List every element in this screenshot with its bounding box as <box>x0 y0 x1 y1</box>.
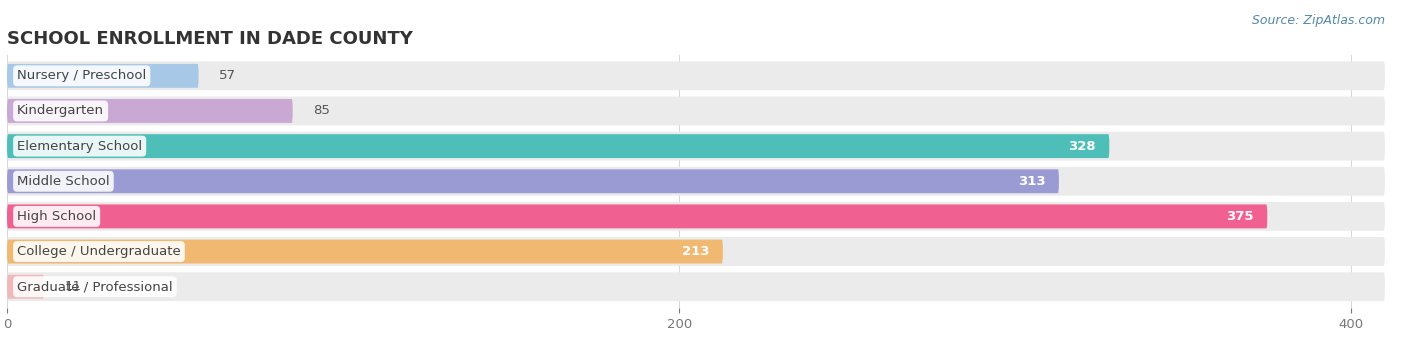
Text: 313: 313 <box>1018 175 1046 188</box>
FancyBboxPatch shape <box>7 237 1385 266</box>
Text: 375: 375 <box>1226 210 1254 223</box>
Text: Source: ZipAtlas.com: Source: ZipAtlas.com <box>1251 14 1385 27</box>
Text: 213: 213 <box>682 245 710 258</box>
Text: Graduate / Professional: Graduate / Professional <box>17 280 173 293</box>
Text: SCHOOL ENROLLMENT IN DADE COUNTY: SCHOOL ENROLLMENT IN DADE COUNTY <box>7 30 413 48</box>
Text: Kindergarten: Kindergarten <box>17 104 104 117</box>
FancyBboxPatch shape <box>7 240 723 263</box>
Text: 11: 11 <box>65 280 82 293</box>
Text: 85: 85 <box>314 104 330 117</box>
FancyBboxPatch shape <box>7 169 1059 193</box>
FancyBboxPatch shape <box>7 99 292 123</box>
FancyBboxPatch shape <box>7 132 1385 160</box>
FancyBboxPatch shape <box>7 275 44 299</box>
FancyBboxPatch shape <box>7 64 198 88</box>
Text: Middle School: Middle School <box>17 175 110 188</box>
FancyBboxPatch shape <box>7 272 1385 301</box>
Text: Nursery / Preschool: Nursery / Preschool <box>17 69 146 82</box>
FancyBboxPatch shape <box>7 96 1385 126</box>
Text: 328: 328 <box>1069 140 1095 153</box>
FancyBboxPatch shape <box>7 202 1385 231</box>
Text: Elementary School: Elementary School <box>17 140 142 153</box>
FancyBboxPatch shape <box>7 205 1267 228</box>
FancyBboxPatch shape <box>7 62 1385 90</box>
Text: 57: 57 <box>219 69 236 82</box>
FancyBboxPatch shape <box>7 167 1385 196</box>
Text: High School: High School <box>17 210 96 223</box>
Text: College / Undergraduate: College / Undergraduate <box>17 245 181 258</box>
FancyBboxPatch shape <box>7 134 1109 158</box>
